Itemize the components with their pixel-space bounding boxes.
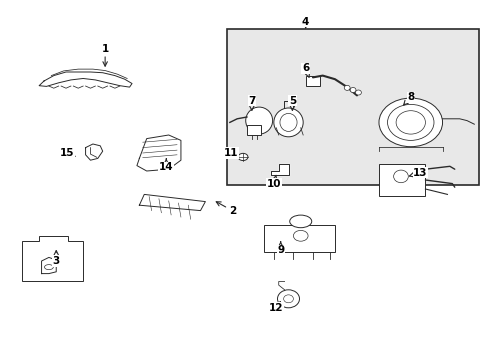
Text: 5: 5 [288, 96, 295, 111]
Ellipse shape [355, 90, 361, 95]
Text: 6: 6 [302, 63, 309, 77]
Ellipse shape [245, 107, 272, 134]
Bar [227, 29, 478, 185]
Ellipse shape [349, 87, 355, 93]
Bar [305, 76, 320, 86]
Text: 14: 14 [159, 159, 173, 172]
Ellipse shape [277, 290, 299, 308]
Text: 12: 12 [268, 302, 283, 313]
Ellipse shape [289, 215, 311, 228]
Text: 11: 11 [223, 148, 238, 158]
Bar [246, 125, 260, 135]
Ellipse shape [378, 98, 442, 147]
Text: 3: 3 [53, 251, 60, 266]
Text: 10: 10 [266, 175, 281, 189]
Text: 2: 2 [216, 202, 235, 216]
Text: 13: 13 [408, 168, 427, 178]
Polygon shape [39, 72, 132, 87]
Bar [264, 225, 334, 252]
Text: 8: 8 [403, 92, 413, 105]
Ellipse shape [273, 108, 303, 137]
Polygon shape [271, 164, 288, 175]
Text: 1: 1 [102, 44, 108, 66]
Text: 7: 7 [247, 96, 255, 111]
Polygon shape [22, 236, 83, 281]
Ellipse shape [238, 153, 247, 161]
Text: 15: 15 [60, 148, 75, 158]
Polygon shape [85, 144, 102, 160]
Ellipse shape [344, 85, 349, 90]
Polygon shape [137, 135, 181, 171]
Text: 4: 4 [301, 17, 309, 28]
Bar [378, 164, 425, 196]
Polygon shape [139, 194, 205, 211]
Polygon shape [41, 257, 56, 274]
Text: 9: 9 [277, 242, 284, 255]
